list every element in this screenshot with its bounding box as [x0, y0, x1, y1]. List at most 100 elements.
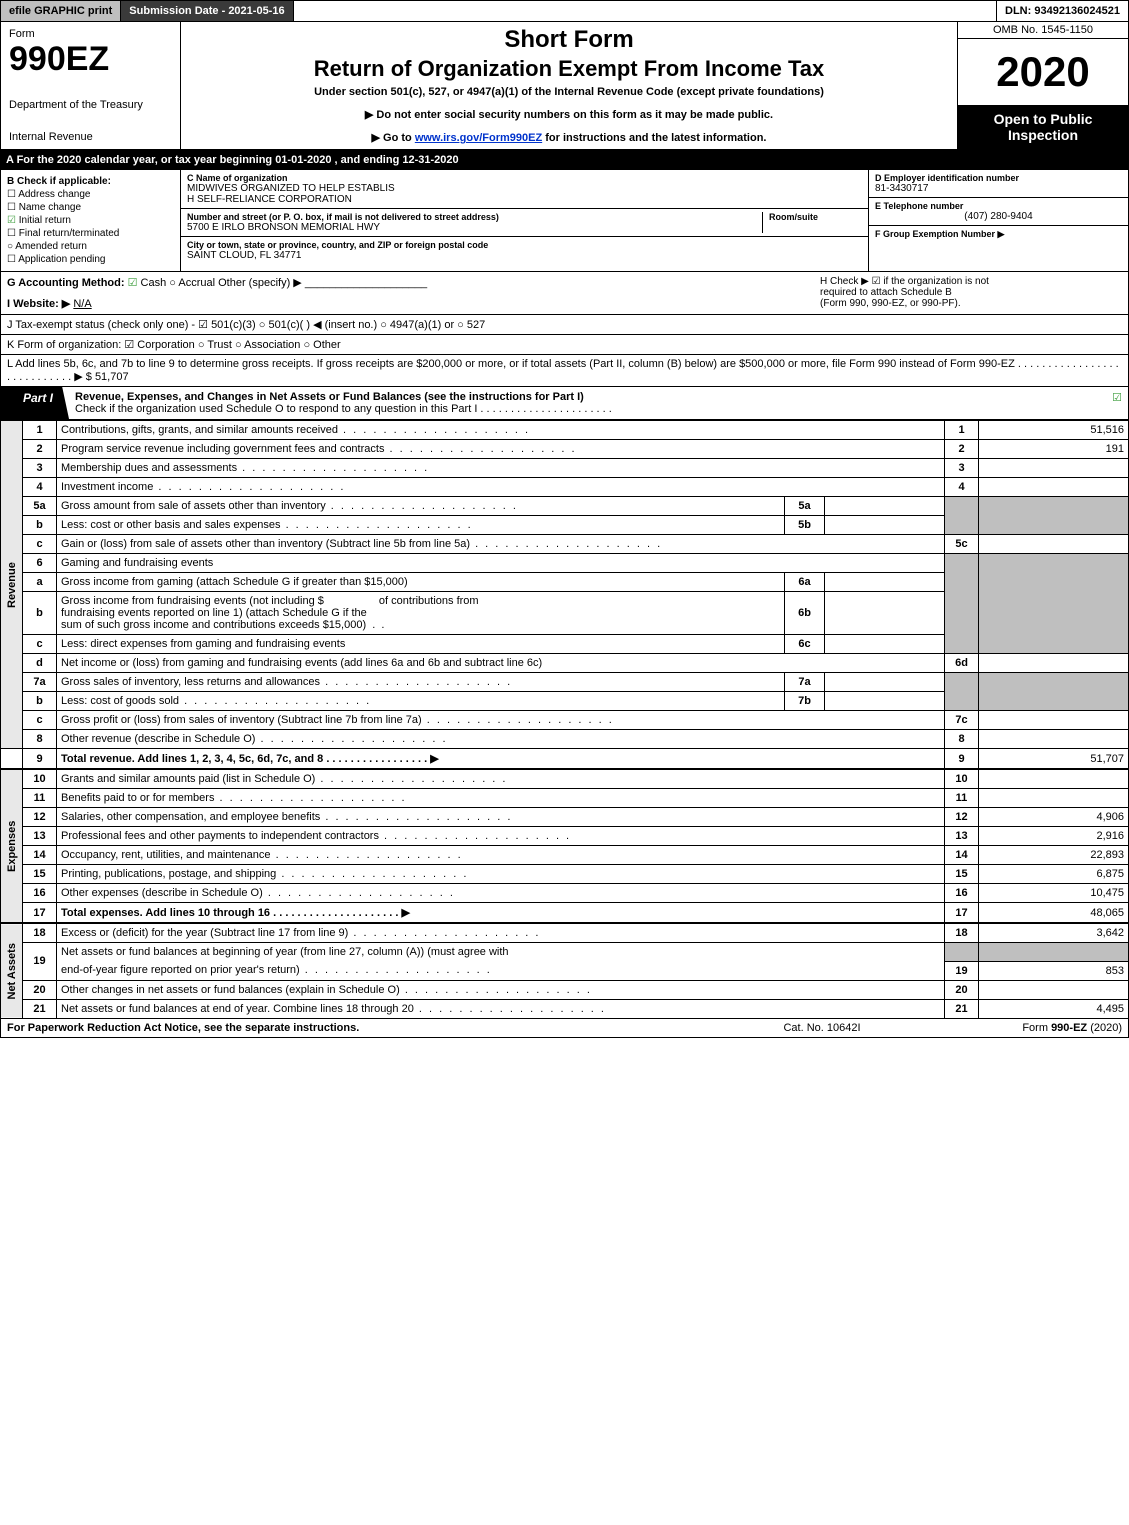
- address-row: Number and street (or P. O. box, if mail…: [181, 209, 868, 237]
- l4-num: 4: [23, 478, 57, 497]
- l6b-t2: of contributions from: [379, 595, 479, 607]
- l14-num: 14: [23, 846, 57, 865]
- l14-col: 14: [945, 846, 979, 865]
- chk-name-change[interactable]: Name change: [7, 202, 174, 213]
- phone-value: (407) 280-9404: [875, 211, 1122, 222]
- phone-label: E Telephone number: [875, 201, 1122, 211]
- l8-num: 8: [23, 730, 57, 749]
- part1-check-icon[interactable]: ☑: [1106, 387, 1128, 419]
- l16-amt: 10,475: [979, 884, 1129, 903]
- l18-num: 18: [23, 924, 57, 943]
- l6b-text: Gross income from fundraising events (no…: [57, 592, 785, 635]
- l5c-col: 5c: [945, 535, 979, 554]
- l10-col: 10: [945, 770, 979, 789]
- l7b-num: b: [23, 692, 57, 711]
- l6b-innerval: [825, 592, 945, 635]
- chk-address-change[interactable]: Address change: [7, 189, 174, 200]
- dept-line-1: Department of the Treasury: [9, 99, 172, 111]
- g-other[interactable]: Other (specify) ▶: [218, 277, 302, 289]
- part1-title: Revenue, Expenses, and Changes in Net As…: [69, 387, 1106, 419]
- short-form-title: Short Form: [191, 26, 947, 54]
- part1-subtitle: Check if the organization used Schedule …: [75, 403, 612, 415]
- l7c-num: c: [23, 711, 57, 730]
- l17-amt: 48,065: [979, 903, 1129, 923]
- chk-application-pending[interactable]: Application pending: [7, 254, 174, 265]
- l15-text: Printing, publications, postage, and shi…: [57, 865, 945, 884]
- revenue-sidebar: Revenue: [1, 421, 23, 749]
- l4-col: 4: [945, 478, 979, 497]
- org-name-2: H SELF-RELIANCE CORPORATION: [187, 194, 862, 205]
- l20-num: 20: [23, 980, 57, 999]
- dln-label: DLN: 93492136024521: [997, 1, 1128, 21]
- line-i: I Website: ▶ N/A: [7, 297, 812, 310]
- l7a-inner: 7a: [785, 673, 825, 692]
- l18-amt: 3,642: [979, 924, 1129, 943]
- irs-link[interactable]: www.irs.gov/Form990EZ: [415, 132, 542, 144]
- city-label: City or town, state or province, country…: [187, 240, 862, 250]
- l5c-amt: [979, 535, 1129, 554]
- l6c-innerval: [825, 635, 945, 654]
- address-label: Number and street (or P. O. box, if mail…: [187, 212, 762, 222]
- instructions-note: ▶ Go to www.irs.gov/Form990EZ for instru…: [191, 131, 947, 144]
- topbar-spacer: [294, 1, 997, 21]
- l8-amt: [979, 730, 1129, 749]
- h-line3: (Form 990, 990-EZ, or 990-PF).: [820, 298, 1122, 309]
- box-b: B Check if applicable: Address change Na…: [1, 170, 181, 271]
- l6c-text: Less: direct expenses from gaming and fu…: [57, 635, 785, 654]
- l1-num: 1: [23, 421, 57, 440]
- l6abc-greyamt: [979, 554, 1129, 654]
- l7a-innerval: [825, 673, 945, 692]
- l6a-innerval: [825, 573, 945, 592]
- l6b-t3: fundraising events reported on line 1) (…: [61, 607, 367, 619]
- l6b-t1: Gross income from fundraising events (no…: [61, 595, 324, 607]
- revenue-table: Revenue 1 Contributions, gifts, grants, …: [0, 420, 1129, 769]
- l5ab-greyamt: [979, 497, 1129, 535]
- l17-col: 17: [945, 903, 979, 923]
- l16-num: 16: [23, 884, 57, 903]
- l18-col: 18: [945, 924, 979, 943]
- l6a-text: Gross income from gaming (attach Schedul…: [57, 573, 785, 592]
- l10-text: Grants and similar amounts paid (list in…: [57, 770, 945, 789]
- l13-amt: 2,916: [979, 827, 1129, 846]
- part1-tab: Part I: [1, 387, 69, 419]
- l1-text: Contributions, gifts, grants, and simila…: [57, 421, 945, 440]
- chk-initial-return[interactable]: Initial return: [7, 215, 174, 226]
- main-title: Return of Organization Exempt From Incom…: [191, 56, 947, 82]
- expenses-table: Expenses 10 Grants and similar amounts p…: [0, 769, 1129, 923]
- efile-print-button[interactable]: efile GRAPHIC print: [1, 1, 121, 21]
- l21-text: Net assets or fund balances at end of ye…: [57, 999, 945, 1018]
- l19-amt: 853: [979, 961, 1129, 980]
- box-f: F Group Exemption Number ▶: [869, 226, 1128, 271]
- room-label: Room/suite: [769, 212, 862, 222]
- city-value: SAINT CLOUD, FL 34771: [187, 250, 862, 261]
- l15-amt: 6,875: [979, 865, 1129, 884]
- netassets-table: Net Assets 18 Excess or (deficit) for th…: [0, 923, 1129, 1019]
- l8-col: 8: [945, 730, 979, 749]
- l6d-text: Net income or (loss) from gaming and fun…: [57, 654, 945, 673]
- chk-amended-return[interactable]: Amended return: [7, 241, 174, 252]
- l5c-text: Gain or (loss) from sale of assets other…: [57, 535, 945, 554]
- l5a-innerval: [825, 497, 945, 516]
- l14-text: Occupancy, rent, utilities, and maintena…: [57, 846, 945, 865]
- l6c-num: c: [23, 635, 57, 654]
- g-cash[interactable]: Cash: [128, 277, 167, 289]
- l6c-inner: 6c: [785, 635, 825, 654]
- submission-date-button[interactable]: Submission Date - 2021-05-16: [121, 1, 293, 21]
- l7b-text: Less: cost of goods sold: [57, 692, 785, 711]
- l17-text: Total expenses. Add lines 10 through 16 …: [57, 903, 945, 923]
- l11-num: 11: [23, 789, 57, 808]
- line-k: K Form of organization: ☑ Corporation ○ …: [0, 335, 1129, 355]
- header-center: Short Form Return of Organization Exempt…: [181, 22, 958, 149]
- l2-num: 2: [23, 440, 57, 459]
- l18-text: Excess or (deficit) for the year (Subtra…: [57, 924, 945, 943]
- l19-text1: Net assets or fund balances at beginning…: [57, 943, 945, 962]
- l12-text: Salaries, other compensation, and employ…: [57, 808, 945, 827]
- inspection-badge: Open to Public Inspection: [958, 105, 1128, 149]
- h-line2: required to attach Schedule B: [820, 287, 1122, 298]
- l9-amt: 51,707: [979, 749, 1129, 769]
- footer-right-prefix: Form: [1022, 1022, 1051, 1034]
- ein-value: 81-3430717: [875, 183, 1122, 194]
- chk-final-return[interactable]: Final return/terminated: [7, 228, 174, 239]
- g-accrual[interactable]: Accrual: [169, 277, 215, 289]
- l5c-num: c: [23, 535, 57, 554]
